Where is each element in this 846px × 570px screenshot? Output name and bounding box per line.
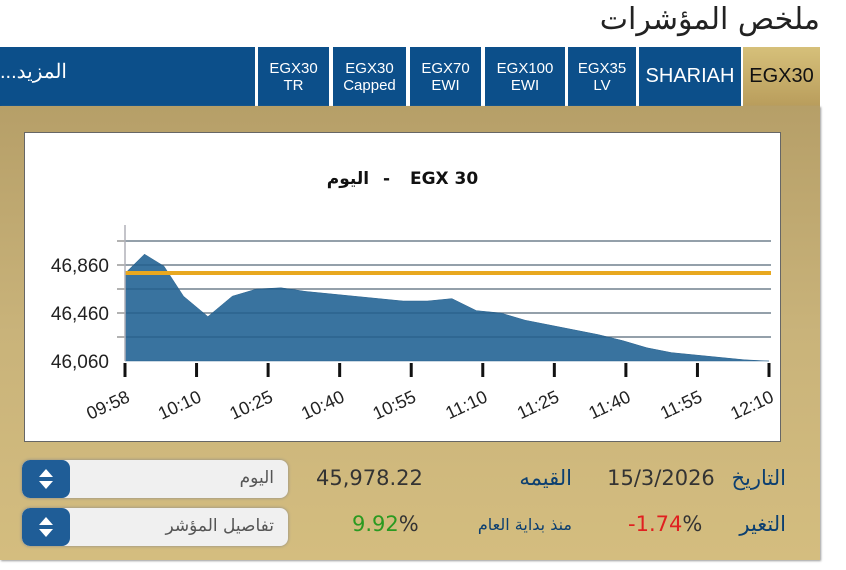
date-row: التاريخ 15/3/2026	[607, 466, 786, 490]
ytd-value: 9.92	[352, 512, 399, 536]
tab-shariah[interactable]: SHARIAH	[639, 47, 741, 106]
ytd-label: منذ بداية العام	[477, 515, 572, 534]
chart-title-en: EGX 30	[409, 169, 479, 189]
date-value: 15/3/2026	[607, 466, 715, 490]
area-chart: 46,860 46,460 46,060 09:58 10:10 10:25 10:40 1…	[51, 225, 777, 424]
period-select[interactable]: اليوم	[22, 460, 288, 498]
tab-more-label: المزيد...	[0, 61, 67, 83]
value-wrap: 45,978.22	[316, 466, 423, 490]
chart-container: اليوم - EGX 30 46,860 46,460 46,060 09:58 1…	[24, 132, 781, 442]
svg-text:11:25: 11:25	[514, 386, 562, 423]
change-pct-sign: %	[682, 512, 703, 536]
chart-title: اليوم - EGX 30	[25, 169, 780, 189]
index-panel: اليوم - EGX 30 46,860 46,460 46,060 09:58 1…	[0, 106, 820, 560]
tab-label-line2: Capped	[343, 76, 396, 94]
period-select-value: اليوم	[239, 468, 274, 488]
tab-egx100-ewi[interactable]: EGX100 EWI	[485, 47, 565, 106]
tab-label: EGX30	[749, 65, 814, 87]
ytd-pct-sign: %	[398, 512, 419, 536]
period-select-stepper[interactable]	[22, 460, 70, 498]
x-axis-ticks: 09:58 10:10 10:25 10:40 10:55 11:10 11:25 11:40…	[83, 363, 777, 424]
change-row: التغير	[739, 512, 786, 536]
chart-title-ar: اليوم	[326, 169, 370, 189]
grid-lines-overlay	[125, 240, 771, 338]
svg-text:10:10: 10:10	[155, 386, 204, 423]
svg-text:10:40: 10:40	[298, 386, 347, 423]
tab-label-line2: LV	[593, 76, 611, 94]
tab-label-line1: EGX35	[577, 59, 627, 77]
svg-text:09:58: 09:58	[83, 386, 132, 423]
date-label: التاريخ	[731, 466, 786, 490]
tab-label-line2: TR	[283, 76, 304, 94]
view-select-stepper[interactable]	[22, 508, 70, 546]
page-title: ملخص المؤشرات	[599, 2, 820, 37]
change-value-wrap: -1.74%	[628, 512, 702, 536]
tab-egx35-lv[interactable]: EGX35 LV	[568, 47, 636, 106]
change-value: -1.74	[628, 512, 683, 536]
tab-egx30[interactable]: EGX30	[743, 47, 820, 106]
svg-text:10:25: 10:25	[227, 386, 276, 423]
svg-text:46,460: 46,460	[51, 304, 109, 325]
value-label-wrap: القيمه	[519, 466, 572, 490]
index-value: 45,978.22	[316, 466, 423, 490]
up-down-arrows-icon	[39, 517, 53, 537]
index-tabs: المزيد... EGX30 TR EGX30 Capped EGX70 EWI E…	[0, 47, 820, 106]
svg-text:11:40: 11:40	[586, 386, 634, 423]
svg-text:11:10: 11:10	[442, 386, 490, 423]
tab-egx70-ewi[interactable]: EGX70 EWI	[410, 47, 481, 106]
tab-label-line1: EGX100	[496, 59, 554, 77]
view-select[interactable]: تفاصيل المؤشر	[22, 508, 288, 546]
y-axis-ticks: 46,860 46,460 46,060	[51, 256, 109, 373]
view-select-value: تفاصيل المؤشر	[165, 516, 275, 536]
tab-label: SHARIAH	[645, 65, 735, 87]
svg-text:46,060: 46,060	[51, 352, 109, 373]
svg-text:10:55: 10:55	[370, 386, 419, 423]
up-down-arrows-icon	[39, 469, 53, 489]
tab-more[interactable]: المزيد...	[0, 47, 255, 106]
tab-egx30-tr[interactable]: EGX30 TR	[258, 47, 329, 106]
svg-text:12:10: 12:10	[727, 386, 776, 423]
value-label: القيمه	[519, 466, 572, 490]
ytd-label-wrap: منذ بداية العام	[478, 515, 572, 534]
svg-text:46,860: 46,860	[51, 256, 109, 277]
tab-label-line1: EGX70	[421, 59, 470, 77]
tab-egx30-capped[interactable]: EGX30 Capped	[333, 47, 406, 106]
tab-label-line1: EGX30	[345, 59, 394, 77]
chart-area	[124, 253, 770, 362]
ytd-value-wrap: 9.92%	[352, 512, 419, 536]
tab-label-line2: EWI	[510, 76, 540, 94]
change-label: التغير	[739, 512, 786, 536]
tab-label-line2: EWI	[431, 76, 460, 94]
tab-label-line1: EGX30	[269, 59, 318, 77]
svg-text:11:55: 11:55	[657, 386, 705, 423]
chart-title-sep: -	[382, 169, 391, 189]
